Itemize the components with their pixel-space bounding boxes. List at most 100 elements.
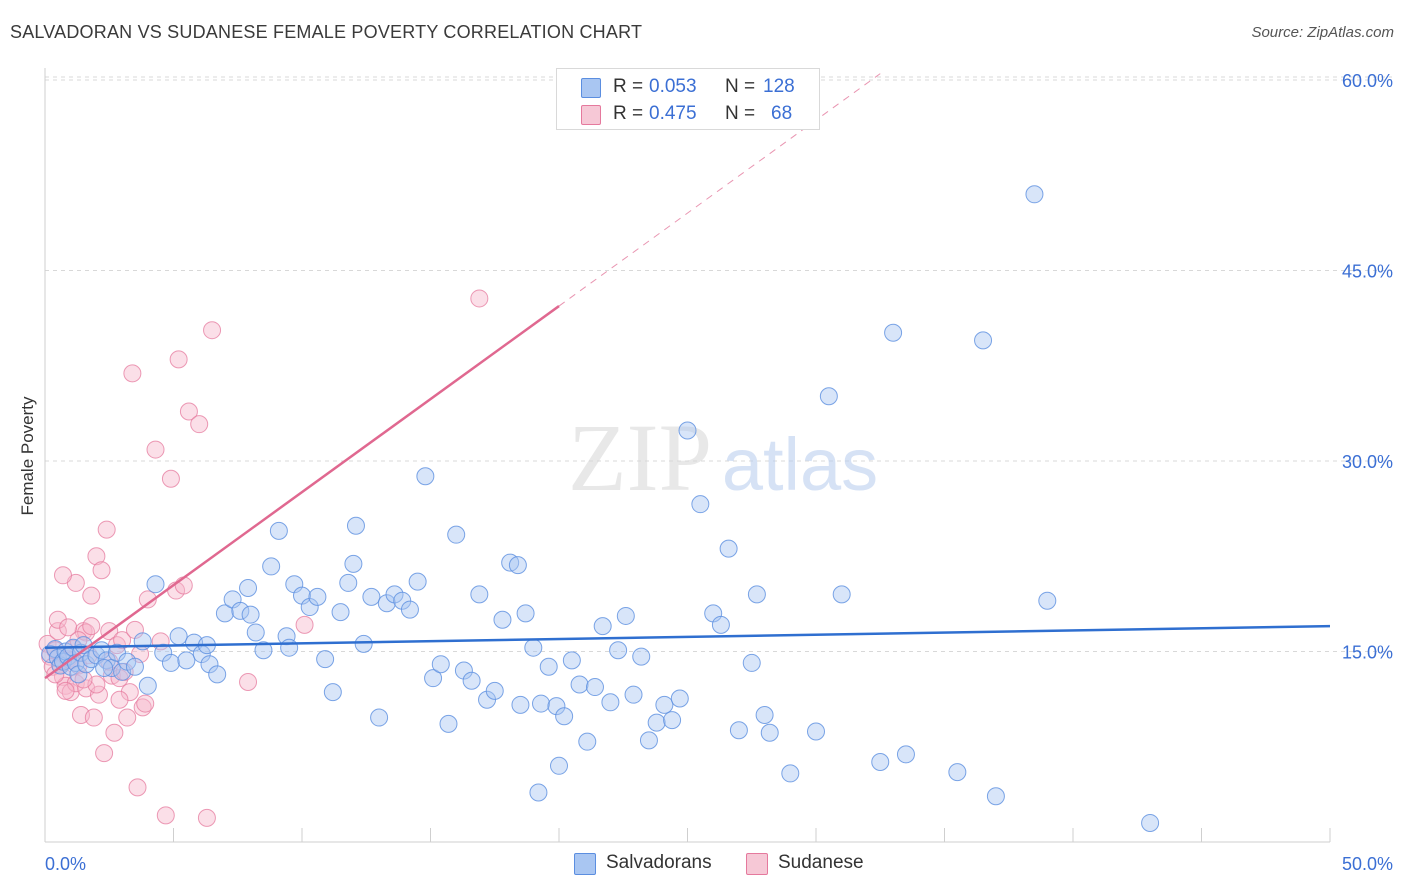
salvadoran-point bbox=[760, 723, 779, 742]
salvadorans-swatch bbox=[581, 78, 601, 98]
salvadoran-point bbox=[655, 695, 674, 714]
r-label: R = bbox=[613, 76, 644, 97]
sudanese-points bbox=[38, 289, 489, 827]
salvadoran-point bbox=[678, 421, 697, 440]
salvadoran-point bbox=[742, 653, 761, 672]
salvadoran-point bbox=[562, 651, 581, 670]
sudanese-point bbox=[179, 402, 198, 421]
salvadoran-point bbox=[647, 713, 666, 732]
salvadoran-point bbox=[231, 601, 250, 620]
salvadorans-legend-swatch bbox=[574, 853, 596, 875]
sudanese-point bbox=[123, 364, 142, 383]
sudanese-point bbox=[110, 690, 129, 709]
sudanese-point bbox=[161, 469, 180, 488]
salvadoran-point bbox=[639, 731, 658, 750]
sudanese-point bbox=[120, 683, 139, 702]
salvadoran-point bbox=[896, 745, 915, 764]
salvadoran-point bbox=[493, 610, 512, 629]
salvadoran-point bbox=[154, 643, 173, 662]
sudanese-point bbox=[53, 566, 72, 585]
salvadoran-point bbox=[354, 634, 373, 653]
legend-label: Sudanese bbox=[778, 852, 864, 873]
n-label: N = bbox=[725, 103, 756, 124]
sudanese-point bbox=[82, 586, 101, 605]
salvadoran-point bbox=[77, 655, 96, 674]
salvadoran-point bbox=[609, 641, 628, 660]
salvadoran-point bbox=[246, 623, 265, 642]
y-tick-label: 45.0% bbox=[1342, 262, 1393, 282]
salvadoran-point bbox=[431, 655, 450, 674]
r-value: 0.053 bbox=[649, 76, 697, 97]
sudanese-point bbox=[89, 685, 108, 704]
salvadoran-point bbox=[424, 669, 443, 688]
sudanese-point bbox=[138, 590, 157, 609]
sudanese-point bbox=[136, 694, 155, 713]
sudanese-point bbox=[470, 289, 489, 308]
salvadoran-point bbox=[454, 661, 473, 680]
salvadoran-point bbox=[215, 604, 234, 623]
trend-lines bbox=[44, 73, 1331, 680]
salvadoran-point bbox=[241, 605, 260, 624]
salvadoran-point bbox=[871, 752, 890, 771]
salvadoran-point bbox=[691, 495, 710, 514]
salvadoran-point bbox=[485, 681, 504, 700]
watermark: ZIP atlas bbox=[568, 404, 878, 511]
salvadoran-point bbox=[146, 575, 165, 594]
salvadoran-point bbox=[254, 641, 273, 660]
salvadoran-point bbox=[239, 579, 258, 597]
salvadoran-point bbox=[316, 650, 335, 669]
salvadoran-point bbox=[529, 783, 548, 802]
sudanese-point bbox=[56, 681, 75, 700]
sudanese-point bbox=[74, 670, 93, 689]
salvadoran-point bbox=[262, 557, 281, 576]
salvadoran-point bbox=[948, 763, 967, 782]
sudanese-point bbox=[105, 723, 124, 742]
sudanese-point bbox=[92, 561, 111, 580]
salvadoran-point bbox=[300, 598, 319, 617]
sudanese-point bbox=[87, 547, 106, 566]
salvadoran-point bbox=[747, 585, 766, 604]
sudanese-point bbox=[169, 350, 188, 369]
salvadoran-point bbox=[161, 653, 180, 672]
salvadoran-point bbox=[125, 657, 144, 676]
salvadoran-point bbox=[819, 387, 838, 406]
salvadoran-point bbox=[439, 714, 458, 733]
salvadoran-point bbox=[107, 643, 126, 662]
sudanese-point bbox=[59, 618, 78, 637]
salvadoran-point bbox=[177, 651, 196, 670]
y-tick-label: 60.0% bbox=[1342, 71, 1393, 91]
salvadoran-point bbox=[570, 675, 589, 694]
salvadoran-point bbox=[370, 708, 389, 727]
salvadoran-point bbox=[532, 694, 551, 713]
salvadoran-point bbox=[670, 689, 689, 708]
salvadoran-point bbox=[516, 604, 535, 623]
salvadoran-points bbox=[41, 185, 1160, 832]
salvadoran-point bbox=[807, 722, 825, 741]
salvadoran-point bbox=[508, 556, 527, 575]
salvadoran-point bbox=[547, 697, 566, 716]
salvadoran-point bbox=[416, 467, 435, 486]
sudanese-trend-extension bbox=[558, 73, 881, 307]
x-tick-label: 0.0% bbox=[45, 854, 86, 874]
salvadoran-point bbox=[323, 683, 342, 702]
watermark-zip: ZIP bbox=[568, 404, 712, 511]
salvadoran-point bbox=[400, 600, 419, 619]
salvadoran-point bbox=[524, 638, 543, 657]
sudanese-point bbox=[95, 744, 114, 763]
sudanese-point bbox=[239, 672, 258, 691]
sudanese-point bbox=[118, 708, 137, 727]
salvadoran-point bbox=[624, 685, 643, 704]
sudanese-point bbox=[128, 778, 147, 797]
sudanese-point bbox=[156, 806, 175, 825]
salvadoran-point bbox=[593, 617, 612, 636]
salvadoran-point bbox=[632, 647, 651, 666]
salvadoran-point bbox=[280, 638, 299, 657]
salvadoran-point bbox=[308, 587, 327, 606]
sudanese-legend-swatch bbox=[746, 853, 768, 875]
grid-layer bbox=[45, 76, 1392, 652]
watermark-atlas: atlas bbox=[722, 423, 878, 506]
sudanese-point bbox=[97, 520, 116, 539]
n-value: 68 bbox=[771, 103, 793, 124]
salvadoran-point bbox=[755, 706, 774, 724]
